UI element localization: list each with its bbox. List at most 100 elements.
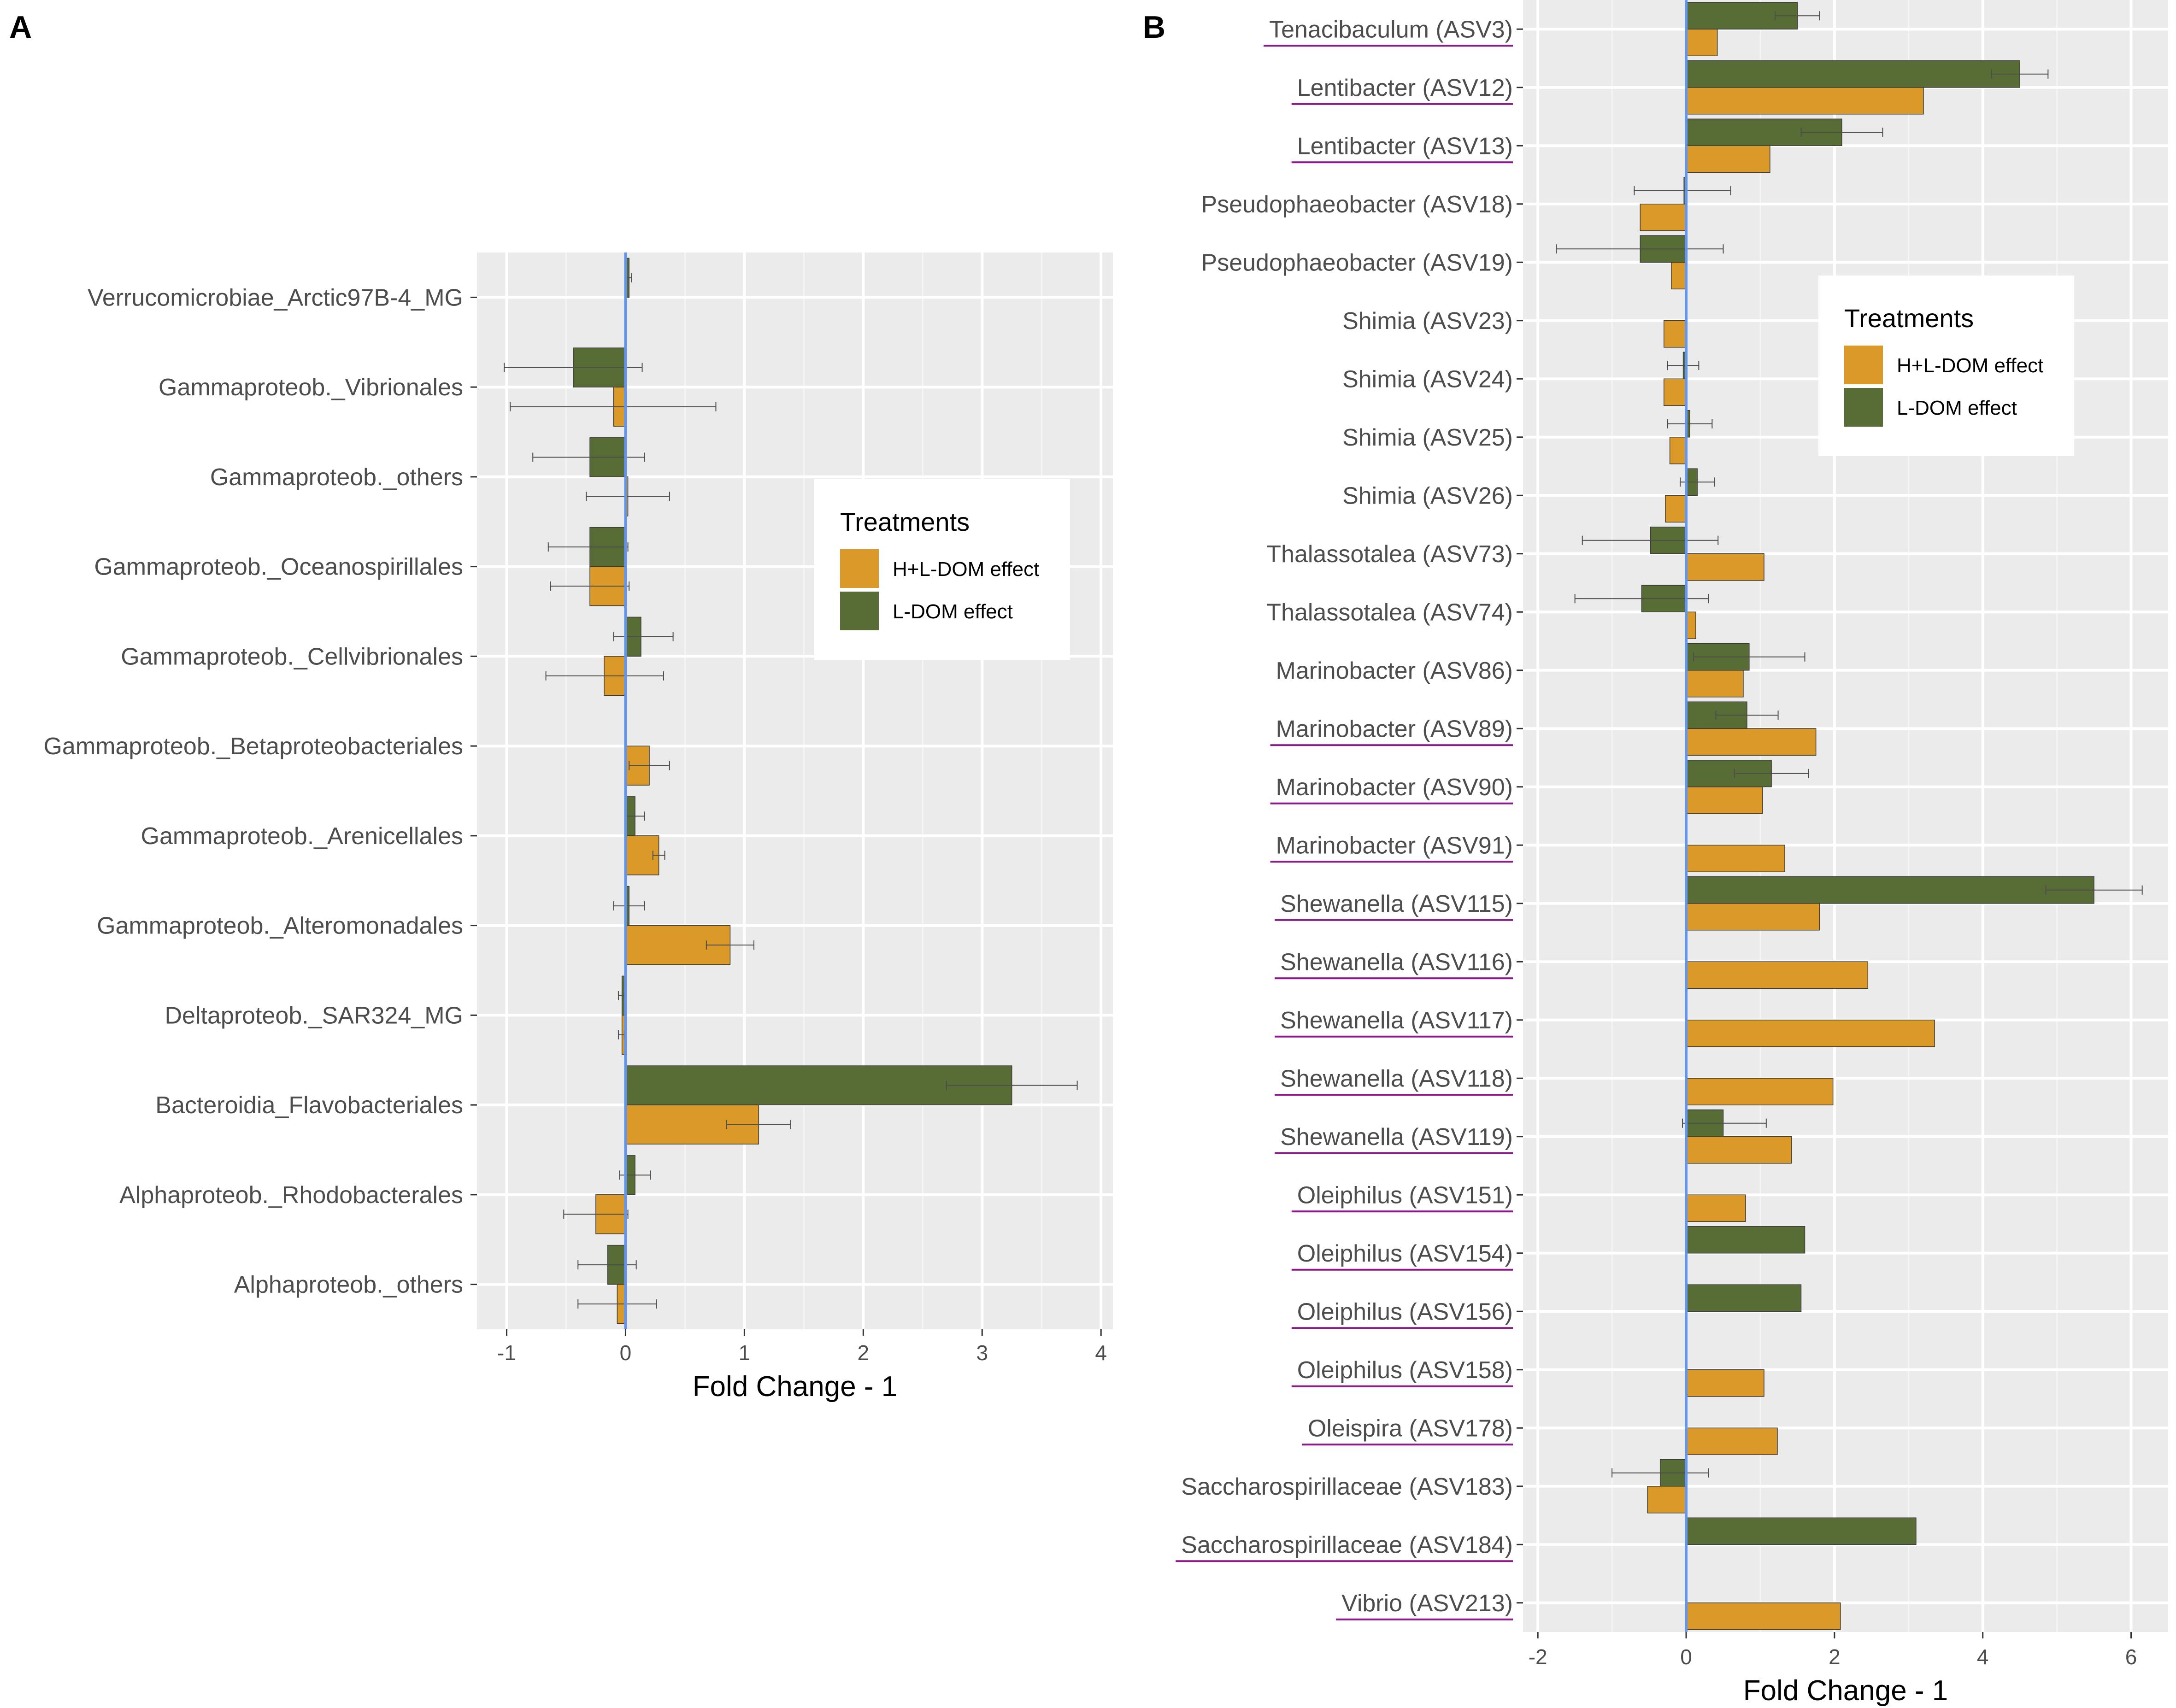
category-label: Pseudophaeobacter (ASV19) bbox=[1201, 249, 1513, 276]
legend-label: L-DOM effect bbox=[1897, 397, 2017, 419]
category-label: Lentibacter (ASV13) bbox=[1297, 133, 1513, 159]
x-tick-label: 0 bbox=[620, 1341, 632, 1365]
category-label: Lentibacter (ASV12) bbox=[1297, 75, 1513, 101]
panel-letter: A bbox=[9, 10, 32, 45]
bar-hl-dom bbox=[1686, 145, 1770, 173]
category-label: Gammaproteob._Vibrionales bbox=[159, 374, 463, 401]
bar-hl-dom bbox=[1686, 1602, 1841, 1630]
bar-hl-dom bbox=[1686, 611, 1696, 639]
legend-label: L-DOM effect bbox=[893, 600, 1013, 623]
category-label: Shewanella (ASV116) bbox=[1280, 949, 1513, 975]
bar-hl-dom bbox=[1663, 320, 1687, 348]
bar-hl-dom bbox=[1686, 553, 1764, 581]
x-tick-label: -2 bbox=[1529, 1645, 1547, 1669]
legend-title: Treatments bbox=[1844, 304, 1974, 333]
bar-l-dom bbox=[1686, 1517, 1917, 1545]
category-label: Deltaproteob._SAR324_MG bbox=[165, 1002, 464, 1029]
category-label: Marinobacter (ASV89) bbox=[1276, 716, 1513, 742]
panel-letter: B bbox=[1143, 10, 1165, 45]
category-label: Oleispira (ASV178) bbox=[1308, 1415, 1513, 1442]
category-label: Shewanella (ASV115) bbox=[1280, 891, 1513, 917]
bar-hl-dom bbox=[1686, 1078, 1834, 1105]
bar-hl-dom bbox=[1686, 29, 1718, 56]
category-label: Tenacibaculum (ASV3) bbox=[1269, 16, 1513, 43]
category-label: Oleiphilus (ASV156) bbox=[1297, 1298, 1513, 1325]
category-label: Shimia (ASV24) bbox=[1342, 366, 1513, 393]
x-tick-label: 6 bbox=[2125, 1645, 2137, 1669]
bar-hl-dom bbox=[1665, 495, 1687, 522]
category-label: Alphaproteob._others bbox=[234, 1272, 463, 1298]
category-label: Saccharospirillaceae (ASV183) bbox=[1181, 1473, 1513, 1500]
bar-hl-dom bbox=[1671, 262, 1687, 289]
bar-hl-dom bbox=[1647, 1486, 1687, 1514]
category-label: Oleiphilus (ASV154) bbox=[1297, 1240, 1513, 1267]
category-label: Shimia (ASV26) bbox=[1342, 482, 1513, 509]
category-label: Shimia (ASV23) bbox=[1342, 308, 1513, 335]
category-label: Marinobacter (ASV91) bbox=[1276, 832, 1513, 859]
category-label: Gammaproteob._others bbox=[210, 464, 463, 491]
bar-hl-dom bbox=[1663, 378, 1687, 406]
bar-l-dom bbox=[1686, 1284, 1802, 1312]
legend-label: H+L-DOM effect bbox=[1897, 354, 2043, 377]
x-tick-label: -1 bbox=[497, 1341, 516, 1365]
bar-hl-dom bbox=[1686, 87, 1924, 115]
bar-hl-dom bbox=[1686, 787, 1763, 814]
bar-hl-dom bbox=[1686, 1020, 1935, 1047]
bar-l-dom bbox=[1686, 876, 2094, 904]
category-label: Thalassotalea (ASV74) bbox=[1266, 599, 1513, 626]
category-label: Marinobacter (ASV86) bbox=[1276, 657, 1513, 684]
x-tick-label: 4 bbox=[1977, 1645, 1989, 1669]
category-label: Saccharospirillaceae (ASV184) bbox=[1181, 1532, 1513, 1558]
x-axis-title: Fold Change - 1 bbox=[1743, 1675, 1948, 1707]
panel-a: A Verrucomicrobiae_Arctic97B-4_MG Gammapro… bbox=[9, 10, 1113, 1403]
bar-l-dom bbox=[1686, 60, 2020, 88]
category-label: Pseudophaeobacter (ASV18) bbox=[1201, 191, 1513, 218]
category-label: Gammaproteob._Alteromonadales bbox=[97, 913, 463, 939]
category-label: Bacteroidia_Flavobacteriales bbox=[155, 1092, 463, 1119]
category-label: Oleiphilus (ASV158) bbox=[1297, 1357, 1513, 1384]
bar-hl-dom bbox=[1686, 1136, 1792, 1164]
category-label: Shimia (ASV25) bbox=[1342, 424, 1513, 451]
bar-hl-dom bbox=[1686, 1369, 1764, 1397]
panel-b: B Tenacibaculum (ASV3) Lentibacter (ASV12)… bbox=[1143, 0, 2168, 1707]
category-label: Gammaproteob._Arenicellales bbox=[141, 823, 463, 850]
category-label: Vibrio (ASV213) bbox=[1341, 1590, 1513, 1617]
legend-swatch-hl-dom bbox=[840, 549, 879, 588]
legend-swatch-l-dom bbox=[840, 592, 879, 630]
x-tick-label: 2 bbox=[858, 1341, 870, 1365]
category-label: Marinobacter (ASV90) bbox=[1276, 774, 1513, 801]
bar-hl-dom bbox=[1686, 670, 1744, 698]
bar-hl-dom bbox=[1686, 961, 1869, 989]
bar-hl-dom bbox=[1669, 437, 1687, 464]
x-tick-label: 1 bbox=[739, 1341, 751, 1365]
legend-swatch-hl-dom bbox=[1844, 346, 1883, 384]
x-tick-label: 4 bbox=[1095, 1341, 1107, 1365]
category-label: Gammaproteob._Betaproteobacteriales bbox=[43, 733, 463, 760]
x-tick-label: 0 bbox=[1680, 1645, 1692, 1669]
category-label: Shewanella (ASV119) bbox=[1280, 1124, 1513, 1150]
bar-l-dom bbox=[1686, 1226, 1805, 1254]
legend-swatch-l-dom bbox=[1844, 388, 1883, 427]
x-tick-label: 3 bbox=[976, 1341, 988, 1365]
plot-background bbox=[1523, 0, 2168, 1632]
category-label: Gammaproteob._Cellvibrionales bbox=[121, 643, 463, 670]
category-label: Shewanella (ASV117) bbox=[1280, 1007, 1513, 1034]
bar-hl-dom bbox=[1686, 1427, 1778, 1455]
legend-label: H+L-DOM effect bbox=[893, 558, 1039, 581]
category-label: Verrucomicrobiae_Arctic97B-4_MG bbox=[88, 284, 463, 311]
category-label: Alphaproteob._Rhodobacterales bbox=[119, 1182, 463, 1209]
plot-background bbox=[477, 252, 1113, 1329]
x-axis-title: Fold Change - 1 bbox=[693, 1371, 898, 1403]
bar-hl-dom bbox=[1640, 204, 1687, 231]
bar-hl-dom bbox=[1686, 845, 1785, 872]
x-tick-label: 2 bbox=[1829, 1645, 1841, 1669]
category-label: Oleiphilus (ASV151) bbox=[1297, 1182, 1513, 1209]
legend-title: Treatments bbox=[840, 507, 970, 536]
bar-hl-dom bbox=[1686, 728, 1817, 756]
category-label: Shewanella (ASV118) bbox=[1280, 1065, 1513, 1092]
category-label: Gammaproteob._Oceanospirillales bbox=[94, 554, 463, 581]
bar-hl-dom bbox=[1686, 903, 1820, 931]
bar-hl-dom bbox=[1686, 1194, 1746, 1222]
category-label: Thalassotalea (ASV73) bbox=[1266, 541, 1513, 568]
